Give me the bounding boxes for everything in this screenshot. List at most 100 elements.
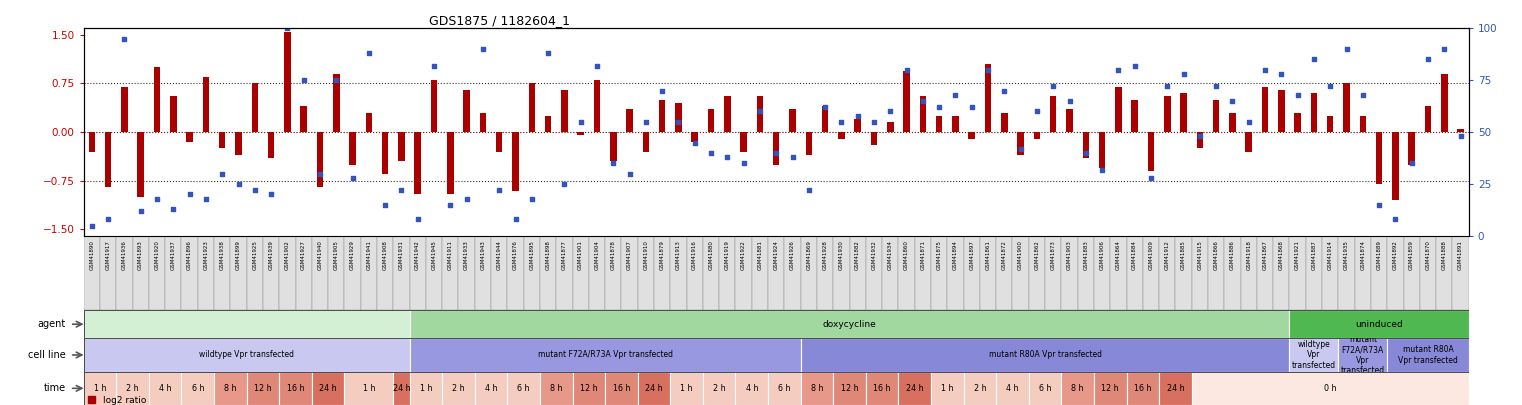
Text: GSM41936: GSM41936: [122, 240, 126, 270]
Text: GSM41897: GSM41897: [970, 240, 974, 270]
Bar: [854, 119, 861, 132]
Bar: [170, 96, 177, 132]
Point: [1367, 202, 1391, 208]
Text: 8 h: 8 h: [224, 384, 236, 393]
Text: 2 h: 2 h: [126, 384, 139, 393]
Bar: [463, 90, 470, 132]
Bar: [610, 132, 616, 161]
Bar: [1323, 236, 1338, 310]
Bar: [670, 372, 703, 405]
Text: 16 h: 16 h: [613, 384, 630, 393]
Text: GSM41876: GSM41876: [513, 240, 517, 270]
Bar: [801, 372, 833, 405]
Text: 4 h: 4 h: [746, 384, 758, 393]
Point: [667, 119, 691, 125]
Bar: [149, 372, 181, 405]
Text: GSM41926: GSM41926: [790, 240, 794, 270]
Bar: [202, 77, 209, 132]
Point: [1415, 56, 1440, 63]
Point: [796, 187, 820, 194]
Bar: [312, 236, 329, 310]
Bar: [556, 236, 572, 310]
Text: 4 h: 4 h: [1006, 384, 1018, 393]
Bar: [528, 83, 536, 132]
Text: 24 h: 24 h: [1167, 384, 1184, 393]
Text: 8 h: 8 h: [1071, 384, 1084, 393]
Text: wildtype Vpr transfected: wildtype Vpr transfected: [199, 350, 294, 360]
Bar: [638, 372, 670, 405]
Legend: log2 ratio, percentile rank within the sample: log2 ratio, percentile rank within the s…: [88, 396, 256, 405]
Point: [1221, 98, 1245, 104]
Bar: [1181, 93, 1187, 132]
Bar: [1116, 87, 1122, 132]
Text: GSM41884: GSM41884: [1132, 240, 1137, 270]
Bar: [1143, 236, 1160, 310]
Text: GSM41879: GSM41879: [659, 240, 665, 270]
Text: cell line: cell line: [27, 350, 65, 360]
Bar: [833, 372, 866, 405]
Bar: [409, 372, 443, 405]
Point: [976, 67, 1000, 73]
Bar: [344, 236, 361, 310]
Text: GSM41941: GSM41941: [367, 240, 371, 270]
Bar: [181, 372, 215, 405]
Text: GSM41885: GSM41885: [1181, 240, 1186, 270]
Point: [910, 98, 935, 104]
Text: 4 h: 4 h: [158, 384, 172, 393]
Bar: [268, 132, 274, 158]
Text: GSM41893: GSM41893: [139, 240, 143, 270]
Bar: [1078, 236, 1094, 310]
Text: GSM41892: GSM41892: [1393, 240, 1397, 270]
Point: [1024, 108, 1049, 115]
Bar: [756, 96, 763, 132]
Point: [1253, 67, 1277, 73]
Text: GSM41943: GSM41943: [481, 240, 486, 270]
Point: [829, 119, 854, 125]
Bar: [866, 372, 898, 405]
Text: GSM41887: GSM41887: [1312, 240, 1317, 270]
Text: GSM41880: GSM41880: [709, 240, 714, 270]
Text: GSM41894: GSM41894: [953, 240, 957, 270]
Bar: [720, 236, 735, 310]
Point: [390, 187, 414, 194]
Text: GSM41899: GSM41899: [236, 240, 240, 270]
Point: [422, 62, 446, 69]
Text: GSM41912: GSM41912: [1164, 240, 1170, 270]
Point: [1058, 98, 1082, 104]
Point: [1449, 133, 1473, 140]
Bar: [443, 236, 458, 310]
Point: [846, 112, 871, 119]
Bar: [1213, 100, 1219, 132]
Bar: [312, 372, 344, 405]
Text: GSM41924: GSM41924: [773, 240, 779, 270]
Bar: [300, 106, 307, 132]
Point: [552, 181, 577, 187]
Text: GSM41868: GSM41868: [1278, 240, 1285, 270]
Bar: [839, 132, 845, 139]
Text: GSM41921: GSM41921: [1295, 240, 1300, 270]
Text: GSM41904: GSM41904: [595, 240, 600, 270]
Bar: [88, 132, 94, 151]
Bar: [1240, 236, 1257, 310]
Text: GSM41920: GSM41920: [155, 240, 160, 270]
Text: 4 h: 4 h: [486, 384, 498, 393]
Point: [633, 119, 658, 125]
Bar: [1061, 372, 1094, 405]
Bar: [931, 236, 947, 310]
Bar: [883, 236, 898, 310]
Bar: [638, 236, 654, 310]
Text: GSM41923: GSM41923: [204, 240, 209, 270]
Bar: [116, 372, 149, 405]
Text: GSM41890: GSM41890: [90, 240, 94, 270]
Text: GSM41898: GSM41898: [545, 240, 551, 270]
Point: [324, 77, 349, 83]
Bar: [137, 132, 145, 197]
Bar: [458, 236, 475, 310]
Bar: [1338, 236, 1355, 310]
Point: [470, 46, 495, 52]
Bar: [105, 132, 111, 187]
Text: uninduced: uninduced: [1355, 320, 1403, 329]
Point: [242, 187, 266, 194]
Bar: [1257, 236, 1274, 310]
Bar: [409, 236, 426, 310]
